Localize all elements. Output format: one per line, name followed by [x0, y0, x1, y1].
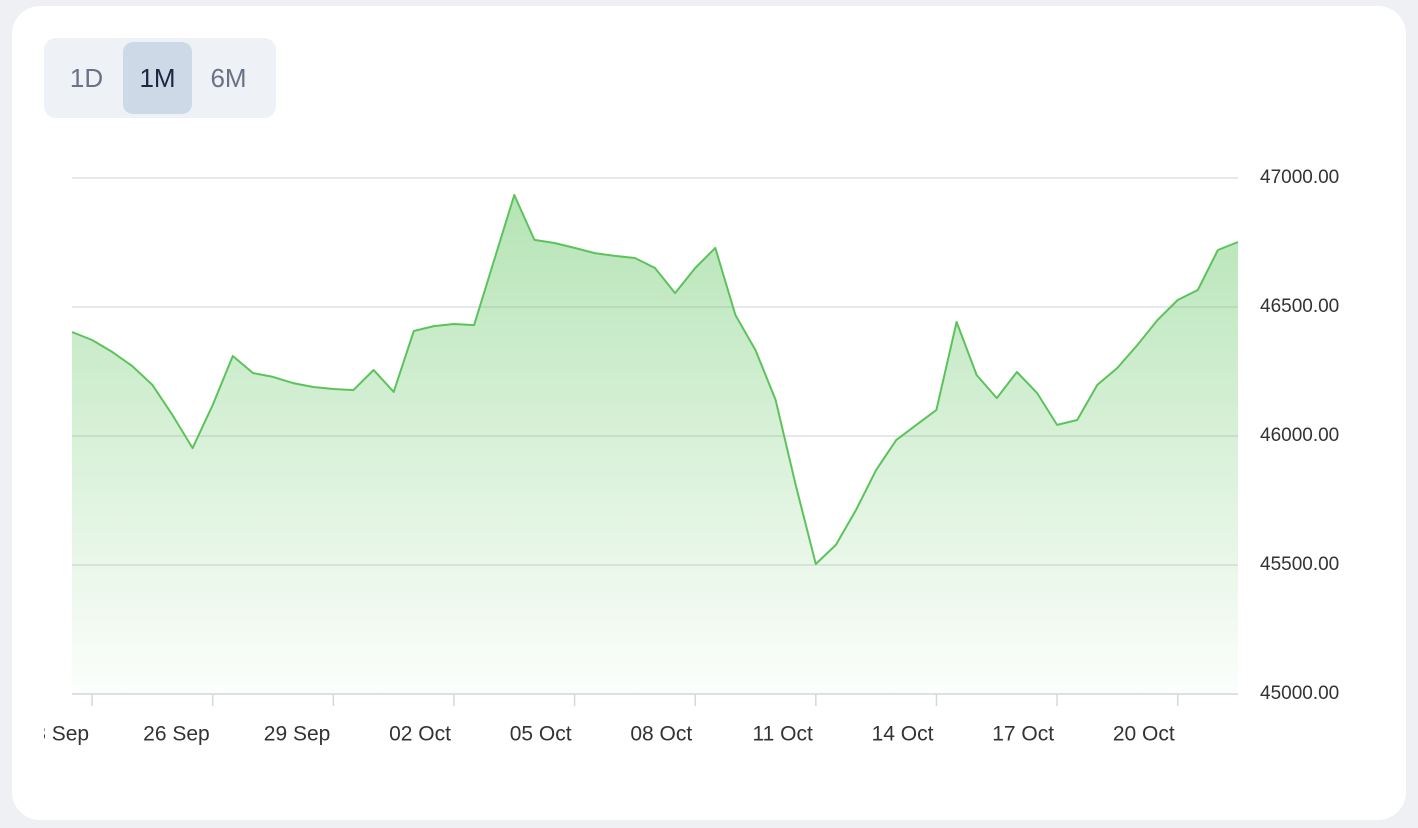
x-tick-label: 08 Oct: [630, 723, 692, 746]
area-fill: [72, 195, 1238, 694]
x-tick-label: 11 Oct: [753, 723, 813, 746]
y-tick-label: 46000.00: [1260, 425, 1339, 446]
range-button[interactable]: 1D: [52, 42, 121, 114]
y-tick-label: 46500.00: [1260, 296, 1339, 317]
x-tick-label: 02 Oct: [389, 723, 451, 746]
x-tick-label: 20 Oct: [1113, 723, 1175, 746]
x-tick-label: 23 Sep: [23, 723, 90, 746]
price-line: [71, 194, 1239, 565]
range-selector: 1D 1M 6M: [44, 38, 276, 118]
y-tick-label: 47000.00: [1260, 167, 1339, 188]
range-button[interactable]: 1M: [123, 42, 192, 114]
x-tick-label: 17 Oct: [992, 723, 1054, 746]
range-button[interactable]: 6M: [194, 42, 263, 114]
x-tick-label: 05 Oct: [510, 723, 572, 746]
x-tick-label: 26 Sep: [143, 723, 210, 746]
x-tick-label: 29 Sep: [264, 723, 331, 746]
y-tick-label: 45000.00: [1260, 683, 1339, 704]
x-tick-label: 14 Oct: [872, 723, 934, 746]
x-axis: 23 Sep 26 Sep 29 Sep 02 Oct 05 Oct 08 Oct 11 O…: [23, 694, 1179, 746]
y-tick-label: 45500.00: [1260, 554, 1339, 575]
